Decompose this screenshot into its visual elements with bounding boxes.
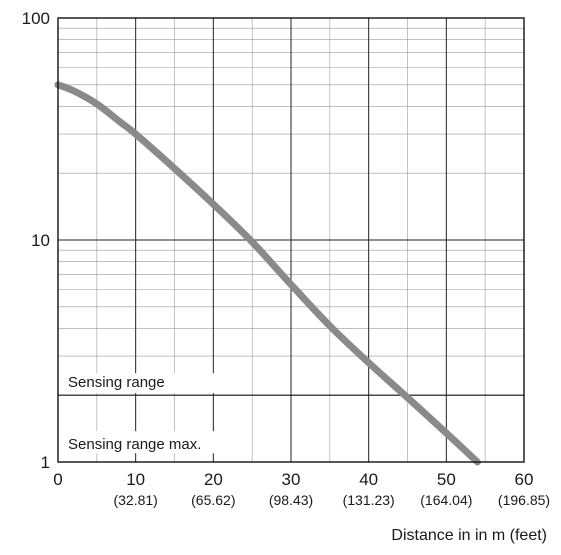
axis-labels: Distance in in m (feet)	[391, 527, 547, 544]
x-axis-label: Distance in in m (feet)	[391, 527, 547, 544]
x-tick-sublabel: (164.04)	[420, 492, 472, 508]
x-tick-sublabel: (196.85)	[498, 492, 550, 508]
x-tick-sublabel: (98.43)	[269, 492, 313, 508]
x-tick-label: 50	[437, 470, 456, 489]
series-line	[58, 85, 477, 462]
x-tick-label: 0	[53, 470, 62, 489]
series-layer	[58, 85, 478, 462]
x-tick-label: 60	[515, 470, 534, 489]
x-tick-label: 40	[359, 470, 378, 489]
x-tick-label: 10	[126, 470, 145, 489]
x-tick-label: 20	[204, 470, 223, 489]
sensing-range-label: Sensing range	[68, 374, 165, 391]
x-tick-label: 30	[282, 470, 301, 489]
x-tick-sublabel: (131.23)	[343, 492, 395, 508]
y-tick-label: 1	[41, 453, 50, 472]
x-tick-sublabel: (32.81)	[113, 492, 157, 508]
y-tick-label: 10	[31, 231, 50, 250]
sensing-range-max-label: Sensing range max.	[68, 436, 201, 453]
y-tick-label: 100	[22, 9, 50, 28]
x-tick-sublabel: (65.62)	[191, 492, 235, 508]
